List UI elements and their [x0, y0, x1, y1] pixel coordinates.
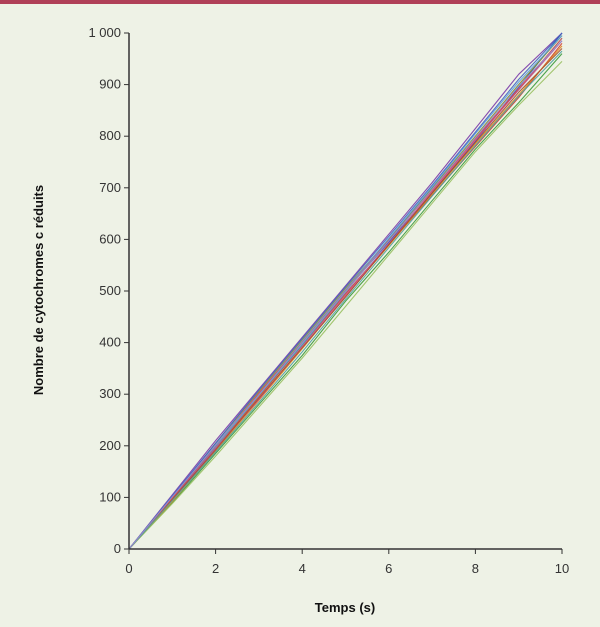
series-line-14 [128, 50, 563, 550]
y-tick-label: 300 [99, 386, 121, 401]
ticks-layer: 0 100 200 300 400 500 600 700 800 900 1 000 0 2 4 6 8 10 [88, 25, 569, 576]
series-line-8 [128, 40, 563, 550]
y-tick-label: 200 [99, 438, 121, 453]
x-tick-label: 4 [299, 561, 306, 576]
y-tick-label: 400 [99, 335, 121, 350]
series-line-3 [128, 53, 563, 550]
x-tick-label: 8 [472, 561, 479, 576]
y-tick-label: 700 [99, 180, 121, 195]
x-tick-label: 6 [385, 561, 392, 576]
series-line-4 [128, 32, 563, 550]
y-tick-label: 1 000 [88, 25, 121, 40]
x-tick-label: 0 [125, 561, 132, 576]
x-tick-label: 10 [555, 561, 569, 576]
y-tick-label: 100 [99, 489, 121, 504]
series-line-10 [128, 61, 563, 550]
x-axis-title: Temps (s) [315, 600, 375, 615]
y-tick-label: 500 [99, 283, 121, 298]
series-line-15 [128, 40, 563, 550]
y-tick-label: 900 [99, 77, 121, 92]
series-layer [128, 32, 563, 550]
y-tick-label: 600 [99, 231, 121, 246]
series-line-11 [128, 48, 563, 550]
series-line-12 [128, 32, 563, 550]
top-accent-rule [0, 0, 600, 4]
y-axis-title: Nombre de cytochromes c réduits [31, 185, 46, 395]
x-tick-label: 2 [212, 561, 219, 576]
y-tick-label: 0 [114, 541, 121, 556]
y-tick-label: 800 [99, 128, 121, 143]
